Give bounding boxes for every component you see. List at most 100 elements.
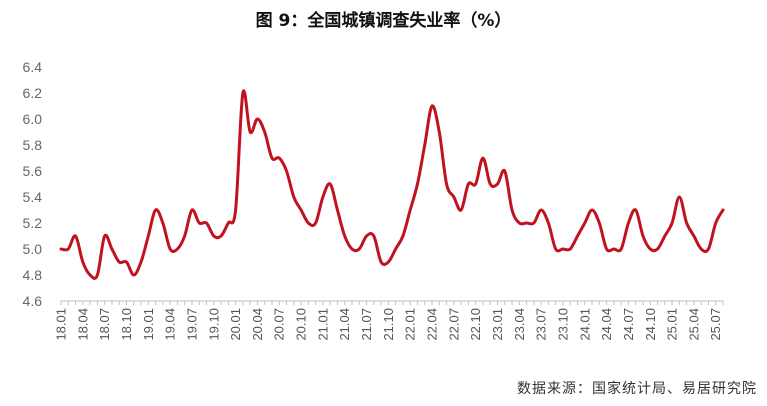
data-point (365, 234, 369, 238)
data-point (561, 247, 565, 251)
x-axis: 18.01 18.04 18.07 18.10 19.01 19.04 19.07 19.10… (54, 300, 724, 341)
x-tick-label: 22.07 (446, 308, 461, 341)
data-point (554, 247, 558, 251)
data-point (124, 260, 128, 264)
data-point (263, 130, 267, 134)
data-point (204, 221, 208, 225)
data-point (335, 208, 339, 212)
data-point (706, 247, 710, 251)
data-point (95, 273, 99, 277)
data-point (445, 182, 449, 186)
data-point (495, 182, 499, 186)
x-tick-label: 19.07 (184, 308, 199, 341)
chart-title: 图 9：全国城镇调查失业率（%） (255, 11, 512, 31)
x-tick-label: 19.04 (163, 308, 178, 341)
data-point (430, 104, 434, 108)
x-tick-label: 24.01 (577, 308, 592, 341)
x-tick-label: 20.07 (272, 308, 287, 341)
data-point (459, 208, 463, 212)
data-point (415, 182, 419, 186)
data-point (154, 208, 158, 212)
data-point (699, 247, 703, 251)
data-point (663, 234, 667, 238)
data-point (357, 247, 361, 251)
data-point (590, 208, 594, 212)
x-tick-label: 25.07 (708, 308, 723, 341)
data-point (197, 221, 201, 225)
data-point (241, 91, 245, 95)
data-point (437, 130, 441, 134)
x-tick-label: 19.10 (206, 308, 221, 341)
plot-area (59, 89, 725, 280)
y-tick-label: 6.0 (23, 111, 43, 127)
data-point (321, 195, 325, 199)
data-point (394, 247, 398, 251)
data-point (168, 247, 172, 251)
x-tick-label: 22.10 (468, 308, 483, 341)
data-point (641, 234, 645, 238)
data-point (677, 195, 681, 199)
data-point (685, 221, 689, 225)
data-point (110, 247, 114, 251)
x-tick-label: 25.01 (665, 308, 680, 341)
data-point (597, 221, 601, 225)
x-tick-label: 19.01 (141, 308, 156, 341)
x-tick-label: 21.04 (337, 308, 352, 341)
data-point (539, 208, 543, 212)
data-point (88, 273, 92, 277)
data-point (546, 221, 550, 225)
data-point (350, 247, 354, 251)
data-point (328, 182, 332, 186)
x-tick-label: 24.04 (599, 308, 614, 341)
y-tick-label: 5.8 (23, 137, 43, 153)
data-point (212, 234, 216, 238)
data-point (139, 260, 143, 264)
data-point (132, 273, 136, 277)
x-tick-label: 23.04 (512, 308, 527, 341)
data-point (510, 208, 514, 212)
x-tick-label: 23.10 (555, 308, 570, 341)
y-tick-label: 5.0 (23, 241, 43, 257)
data-point (619, 247, 623, 251)
data-point (343, 234, 347, 238)
data-point (481, 156, 485, 160)
x-tick-label: 20.01 (228, 308, 243, 341)
y-axis: 4.6 4.8 5.0 5.2 5.4 5.6 5.8 6.0 6.2 6.4 (23, 59, 43, 309)
y-tick-label: 6.4 (23, 59, 43, 75)
data-point (183, 234, 187, 238)
data-point (670, 221, 674, 225)
data-point (306, 221, 310, 225)
data-point (292, 195, 296, 199)
data-point (234, 208, 238, 212)
x-tick-label: 21.10 (381, 308, 396, 341)
x-tick-label: 24.10 (643, 308, 658, 341)
data-point (401, 234, 405, 238)
data-source-note: 数据来源：国家统计局、易居研究院 (517, 381, 757, 397)
x-tick-label: 20.10 (294, 308, 309, 341)
data-point (648, 247, 652, 251)
data-point (379, 260, 383, 264)
data-point (714, 221, 718, 225)
y-tick-label: 5.2 (23, 215, 43, 231)
data-point (372, 234, 376, 238)
x-tick-label: 18.04 (75, 308, 90, 341)
x-tick-label: 25.04 (686, 308, 701, 341)
data-point (285, 169, 289, 173)
data-point (568, 247, 572, 251)
data-point (452, 195, 456, 199)
data-point (576, 234, 580, 238)
data-point (721, 208, 725, 212)
data-point (117, 260, 121, 264)
unemployment-rate-line (59, 89, 725, 280)
data-point (314, 221, 318, 225)
data-point (656, 247, 660, 251)
x-tick-label: 18.01 (54, 308, 69, 341)
data-point (692, 234, 696, 238)
data-point (626, 221, 630, 225)
x-tick-label: 23.01 (490, 308, 505, 341)
y-tick-label: 4.6 (23, 293, 43, 309)
data-point (583, 221, 587, 225)
data-point (248, 130, 252, 134)
data-point (161, 221, 165, 225)
x-tick-label: 23.07 (534, 308, 549, 341)
